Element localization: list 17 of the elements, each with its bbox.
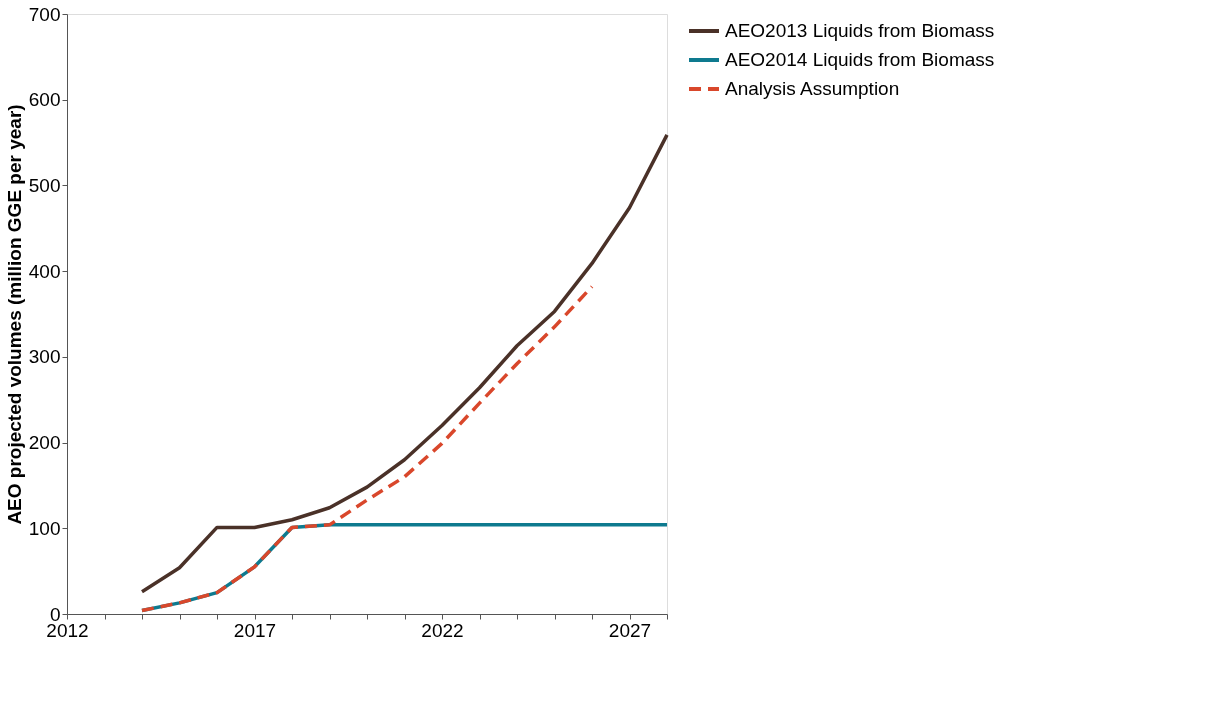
x-tick-label: 2022 — [421, 619, 464, 641]
legend-label: Analysis Assumption — [725, 78, 900, 99]
x-tick-label: 2017 — [233, 619, 277, 641]
y-tick-label: 200 — [28, 432, 61, 454]
y-tick-label: 500 — [28, 174, 61, 196]
y-tick-label: 300 — [28, 346, 61, 368]
line-series — [140, 284, 594, 613]
y-tick-label: 400 — [28, 260, 61, 282]
y-tick-label: 100 — [28, 517, 61, 539]
y-tick-label: 700 — [28, 3, 61, 25]
line-series — [140, 133, 669, 594]
legend-label: AEO2013 Liquids from Biomass — [725, 20, 995, 41]
y-axis-title: AEO projected volumes (million GGE per year) — [3, 104, 25, 525]
y-tick-label: 600 — [28, 89, 61, 111]
legend-label: AEO2014 Liquids from Biomass — [725, 49, 995, 70]
y-tick-label: 0 — [49, 603, 61, 625]
x-tick-label: 2027 — [608, 619, 652, 641]
